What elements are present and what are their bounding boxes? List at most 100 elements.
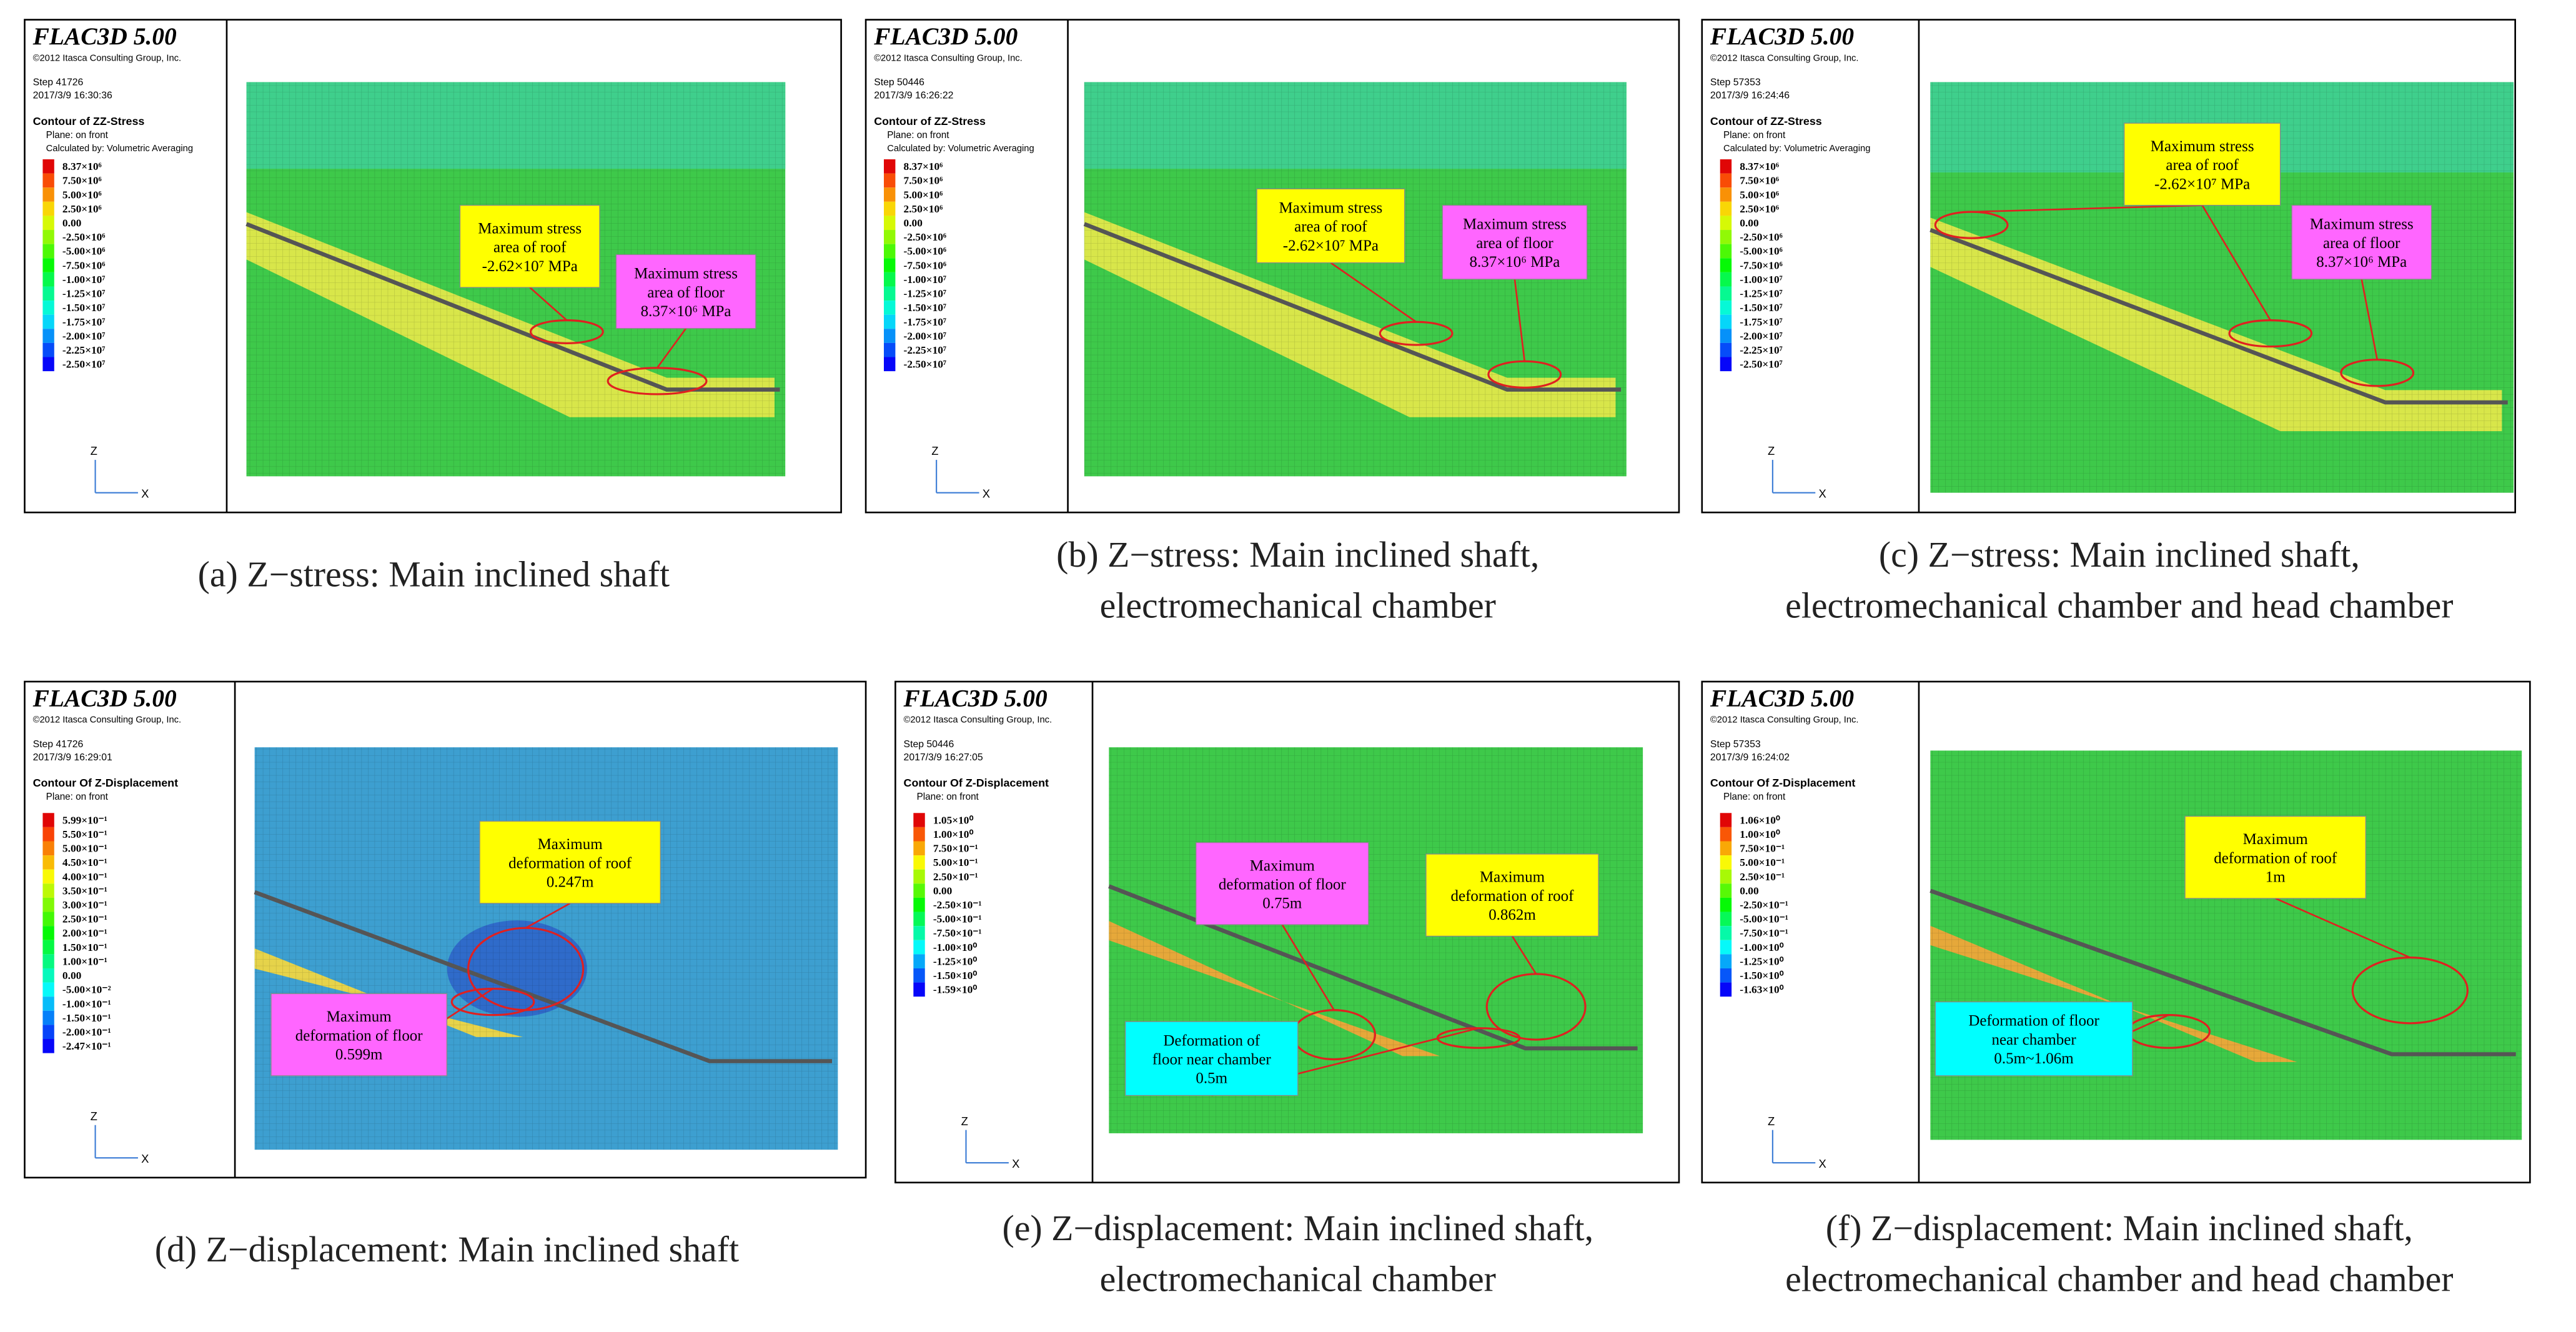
legend-label: 2.00×10⁻¹	[62, 927, 107, 939]
legend-label: -1.25×10⁷	[904, 288, 947, 300]
legend-label: -1.00×10⁰	[1740, 942, 1783, 953]
legend-label: -1.00×10⁻¹	[62, 998, 111, 1010]
legend-swatch	[42, 159, 54, 174]
legend-swatch	[1720, 968, 1732, 983]
legend-label: 1.00×10⁻¹	[62, 955, 107, 967]
legend-swatch	[1720, 201, 1732, 216]
inclined-shaft	[245, 222, 780, 392]
legend-label: -2.25×10⁷	[904, 344, 947, 356]
legend-label: -1.59×10⁰	[933, 984, 977, 996]
axis-x-label: X	[141, 1152, 149, 1165]
legend-swatch	[42, 258, 54, 272]
copyright: ©2012 Itasca Consulting Group, Inc.	[1710, 715, 1859, 725]
legend-swatch	[883, 173, 896, 188]
axis-z-label: Z	[91, 444, 97, 457]
leader-line	[2361, 279, 2379, 360]
callout-text: Deformation of floor	[1968, 1013, 2099, 1030]
legend-label: -1.75×10⁷	[904, 316, 947, 328]
legend-swatch	[1720, 855, 1732, 870]
legend-label: -1.50×10⁰	[933, 970, 977, 982]
axis-x-label: X	[1012, 1157, 1019, 1170]
copyright: ©2012 Itasca Consulting Group, Inc.	[874, 53, 1023, 63]
software-title: FLAC3D 5.00	[1710, 22, 1854, 50]
legend-label: 1.06×10⁰	[1740, 814, 1780, 826]
legend-swatch	[42, 286, 54, 301]
legend-label: 8.37×10⁶	[904, 161, 943, 172]
legend-swatch	[42, 855, 54, 870]
legend-swatch	[1720, 813, 1732, 827]
callout-text: Maximum stress	[1279, 199, 1382, 216]
axis-x-label: X	[1819, 1157, 1826, 1170]
legend-swatch	[42, 342, 54, 357]
callout-text: area of floor	[1476, 235, 1553, 252]
legend-label: 0.00	[1740, 217, 1759, 229]
axis-x-label: X	[1819, 487, 1826, 500]
legend-label: -5.00×10⁶	[62, 246, 106, 257]
legend-label: -2.50×10⁷	[904, 359, 947, 370]
legend-label: 2.50×10⁻¹	[1740, 871, 1785, 883]
legend-label: -2.25×10⁷	[62, 344, 106, 356]
callout-text: -2.62×10⁷ MPa	[1283, 237, 1379, 254]
callout-text: 0.5m~1.06m	[1994, 1050, 2074, 1067]
legend-swatch	[883, 301, 896, 315]
contour-title: Contour Of Z-Displacement	[1710, 777, 1855, 789]
contour-title: Contour Of Z-Displacement	[33, 777, 178, 789]
legend-swatch	[883, 187, 896, 202]
legend-label: -1.00×10⁷	[62, 274, 106, 286]
callout-box	[2184, 815, 2367, 899]
callout-text: area of roof	[1294, 219, 1367, 236]
legend-swatch	[1720, 357, 1732, 372]
legend-swatch	[42, 1039, 54, 1053]
legend-label: 4.00×10⁻¹	[62, 871, 107, 883]
caption: (c) Z−stress: Main inclined shaft,	[1879, 534, 2360, 575]
legend-swatch	[883, 159, 896, 174]
panel: FLAC3D 5.00 ©2012 Itasca Consulting Group…	[1701, 19, 2517, 625]
legend-label: -1.50×10⁻¹	[62, 1012, 111, 1024]
calculated: Calculated by: Volumetric Averaging	[46, 144, 193, 154]
legend-swatch	[1720, 230, 1732, 244]
leader-line	[1511, 935, 1537, 975]
legend-swatch	[42, 841, 54, 856]
step: Step 57353	[1710, 739, 1761, 750]
legend-label: 5.00×10⁶	[904, 189, 943, 201]
callout-text: 0.247m	[547, 874, 594, 891]
legend-label: -2.50×10⁷	[1740, 359, 1783, 370]
caption: (e) Z−displacement: Main inclined shaft,	[1003, 1208, 1594, 1248]
leader-line	[656, 327, 687, 369]
legend-label: -2.25×10⁷	[1740, 344, 1783, 356]
callout-text: area of roof	[2166, 157, 2239, 174]
legend-label: -2.50×10⁻¹	[933, 899, 982, 911]
legend-label: -7.50×10⁻¹	[933, 927, 982, 939]
legend-swatch	[42, 954, 54, 968]
legend-label: 0.00	[904, 217, 923, 229]
legend-label: 1.00×10⁰	[933, 828, 974, 840]
legend-swatch	[42, 827, 54, 842]
caption: (b) Z−stress: Main inclined shaft,	[1056, 534, 1539, 575]
legend-swatch	[1720, 841, 1732, 856]
legend-swatch	[913, 926, 925, 940]
plane: Plane: on front	[1723, 792, 1786, 802]
legend-swatch	[1720, 869, 1732, 884]
legend-swatch	[42, 1025, 54, 1040]
callout-text: Maximum	[538, 836, 603, 853]
legend-label: -2.50×10⁷	[62, 359, 106, 370]
leader-line	[2275, 897, 2410, 958]
plane: Plane: on front	[917, 792, 979, 802]
inclined-shaft	[1108, 884, 1638, 1051]
legend-swatch	[1720, 244, 1732, 259]
panel: FLAC3D 5.00 ©2012 Itasca Consulting Group…	[864, 19, 1680, 625]
legend-swatch	[883, 314, 896, 329]
callout-text: Maximum stress	[478, 220, 582, 237]
legend-swatch	[42, 982, 54, 997]
legend-swatch	[913, 841, 925, 856]
legend-label: -1.75×10⁷	[1740, 316, 1783, 328]
calculated: Calculated by: Volumetric Averaging	[887, 144, 1034, 154]
mesh-grid	[1930, 750, 2522, 1140]
legend-label: -1.00×10⁰	[933, 942, 977, 953]
callout-text: 1m	[2266, 869, 2286, 886]
legend-swatch	[1720, 897, 1732, 912]
legend-swatch	[42, 869, 54, 884]
leader-line	[1971, 204, 2202, 213]
software-title: FLAC3D 5.00	[32, 22, 177, 50]
callout-text: Maximum	[1480, 869, 1545, 886]
